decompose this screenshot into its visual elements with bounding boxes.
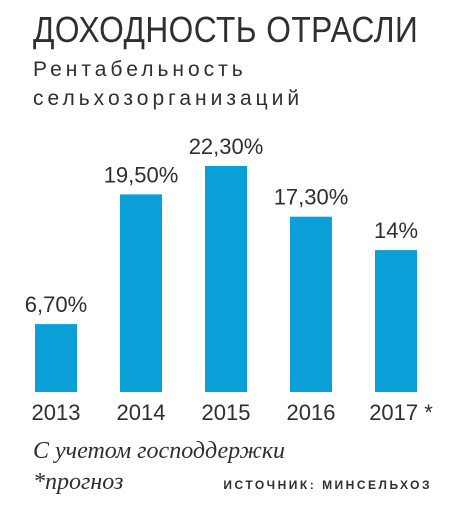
x-tick-label-0: 2013 bbox=[32, 400, 81, 425]
data-label-3: 17,30% bbox=[274, 185, 349, 210]
data-label-0: 6,70% bbox=[25, 292, 87, 317]
data-label-4: 14% bbox=[374, 218, 418, 243]
footnote-support: С учетом господдержки bbox=[33, 438, 286, 464]
bar-3 bbox=[290, 216, 332, 392]
bar-2 bbox=[205, 166, 247, 392]
x-tick-label-3: 2016 bbox=[287, 400, 336, 425]
data-label-1: 19,50% bbox=[104, 162, 179, 187]
chart-title: ДОХОДНОСТЬ ОТРАСЛИ bbox=[33, 9, 419, 50]
bar-4 bbox=[375, 250, 417, 392]
x-tick-label-4: 2017 * bbox=[369, 400, 433, 425]
chart-subtitle-line-1: Рентабельность bbox=[33, 58, 247, 81]
chart-subtitle-line-2: сельхозорганизаций bbox=[33, 87, 304, 110]
x-tick-label-2: 2015 bbox=[202, 400, 251, 425]
footnote-forecast: *прогноз bbox=[33, 469, 124, 495]
data-label-2: 22,30% bbox=[189, 134, 264, 159]
bar-0 bbox=[35, 324, 77, 392]
x-tick-label-1: 2014 bbox=[117, 400, 166, 425]
source-note: ИСТОЧНИК: МИНСЕЛЬХОЗ bbox=[223, 478, 432, 492]
bar-1 bbox=[120, 194, 162, 392]
